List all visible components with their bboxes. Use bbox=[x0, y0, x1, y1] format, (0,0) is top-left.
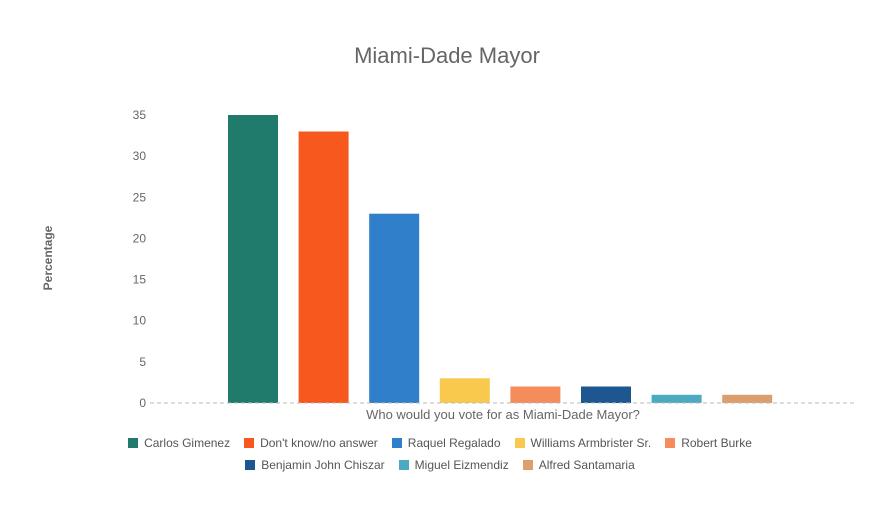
legend-swatch bbox=[398, 460, 409, 470]
legend-item[interactable]: Raquel Regalado bbox=[391, 436, 501, 450]
bar-miguel-eizmendiz bbox=[651, 394, 702, 403]
bar-don-t-know-no-answer bbox=[298, 131, 349, 403]
bar-williams-armbrister-sr bbox=[439, 378, 490, 403]
chart-legend: Carlos Gimenez Don't know/no answer Raquel… bbox=[0, 432, 880, 476]
legend-row: Carlos Gimenez Don't know/no answer Raquel… bbox=[0, 432, 880, 454]
x-axis-label: Who would you vote for as Miami-Dade May… bbox=[366, 407, 640, 422]
legend-row: Benjamin John Chiszar Miguel Eizmendiz Alf… bbox=[0, 454, 880, 476]
y-tick-label: 0 bbox=[139, 396, 146, 410]
y-tick-label: 30 bbox=[133, 149, 147, 163]
y-tick-label: 15 bbox=[133, 273, 147, 287]
legend-label: Williams Armbrister Sr. bbox=[530, 436, 652, 450]
legend-item[interactable]: Williams Armbrister Sr. bbox=[514, 436, 652, 450]
legend-item[interactable]: Miguel Eizmendiz bbox=[398, 458, 509, 472]
y-axis-label: Percentage bbox=[41, 225, 55, 290]
legend-item[interactable]: Benjamin John Chiszar bbox=[245, 458, 385, 472]
bars-group bbox=[228, 115, 773, 403]
bar-robert-burke bbox=[510, 386, 561, 403]
legend-swatch bbox=[665, 438, 676, 448]
legend-swatch bbox=[128, 438, 139, 448]
legend-item[interactable]: Robert Burke bbox=[665, 436, 752, 450]
legend-label: Carlos Gimenez bbox=[144, 436, 231, 450]
y-axis-ticks: 0 5 10 15 20 25 30 35 bbox=[133, 108, 147, 410]
legend-item[interactable]: Carlos Gimenez bbox=[128, 436, 230, 450]
y-tick-label: 10 bbox=[133, 314, 147, 328]
legend-swatch bbox=[391, 438, 402, 448]
legend-swatch bbox=[514, 438, 525, 448]
bar-benjamin-john-chiszar bbox=[581, 386, 631, 403]
bar-alfred-santamaria bbox=[722, 394, 773, 403]
legend-item[interactable]: Alfred Santamaria bbox=[522, 458, 635, 472]
y-tick-label: 25 bbox=[133, 190, 147, 204]
legend-swatch bbox=[244, 438, 255, 448]
bar-carlos-gimenez bbox=[228, 115, 278, 403]
legend-label: Raquel Regalado bbox=[407, 436, 501, 450]
chart-title: Miami-Dade Mayor bbox=[354, 43, 540, 68]
legend-label: Robert Burke bbox=[681, 436, 752, 450]
y-tick-label: 5 bbox=[139, 355, 146, 369]
legend-label: Miguel Eizmendiz bbox=[414, 458, 509, 472]
legend-swatch bbox=[245, 460, 256, 470]
legend-label: Don't know/no answer bbox=[260, 436, 378, 450]
legend-label: Benjamin John Chiszar bbox=[261, 458, 385, 472]
y-tick-label: 20 bbox=[133, 231, 147, 245]
legend-swatch bbox=[522, 460, 533, 470]
legend-item[interactable]: Don't know/no answer bbox=[244, 436, 378, 450]
bar-raquel-regalado bbox=[369, 213, 420, 403]
y-tick-label: 35 bbox=[133, 108, 147, 122]
legend-label: Alfred Santamaria bbox=[538, 458, 635, 472]
